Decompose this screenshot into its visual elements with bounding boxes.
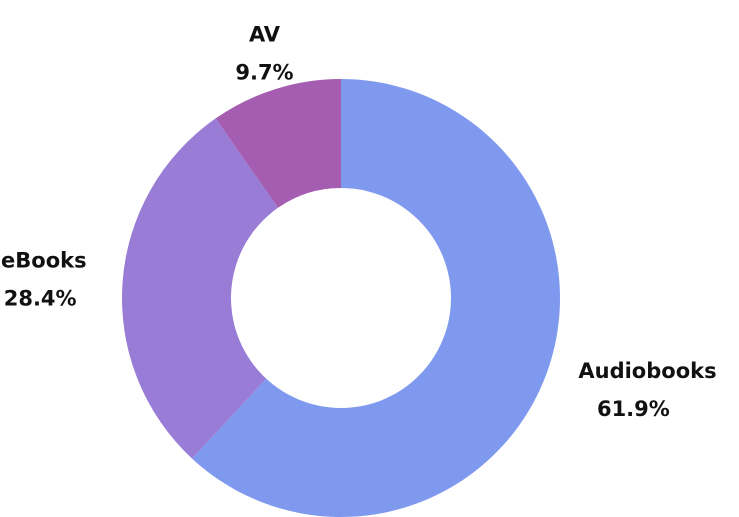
- slice-value-label: 61.9%: [597, 397, 670, 421]
- donut-slice: [215, 79, 341, 208]
- slice-value-label: 9.7%: [235, 61, 293, 85]
- donut-slice: [192, 79, 560, 517]
- slice-label: eBooks: [1, 248, 87, 272]
- slice-label: AV: [249, 23, 281, 47]
- donut-slice: [122, 118, 279, 459]
- slice-label: Audiobooks: [578, 359, 716, 383]
- slice-value-label: 28.4%: [4, 286, 77, 310]
